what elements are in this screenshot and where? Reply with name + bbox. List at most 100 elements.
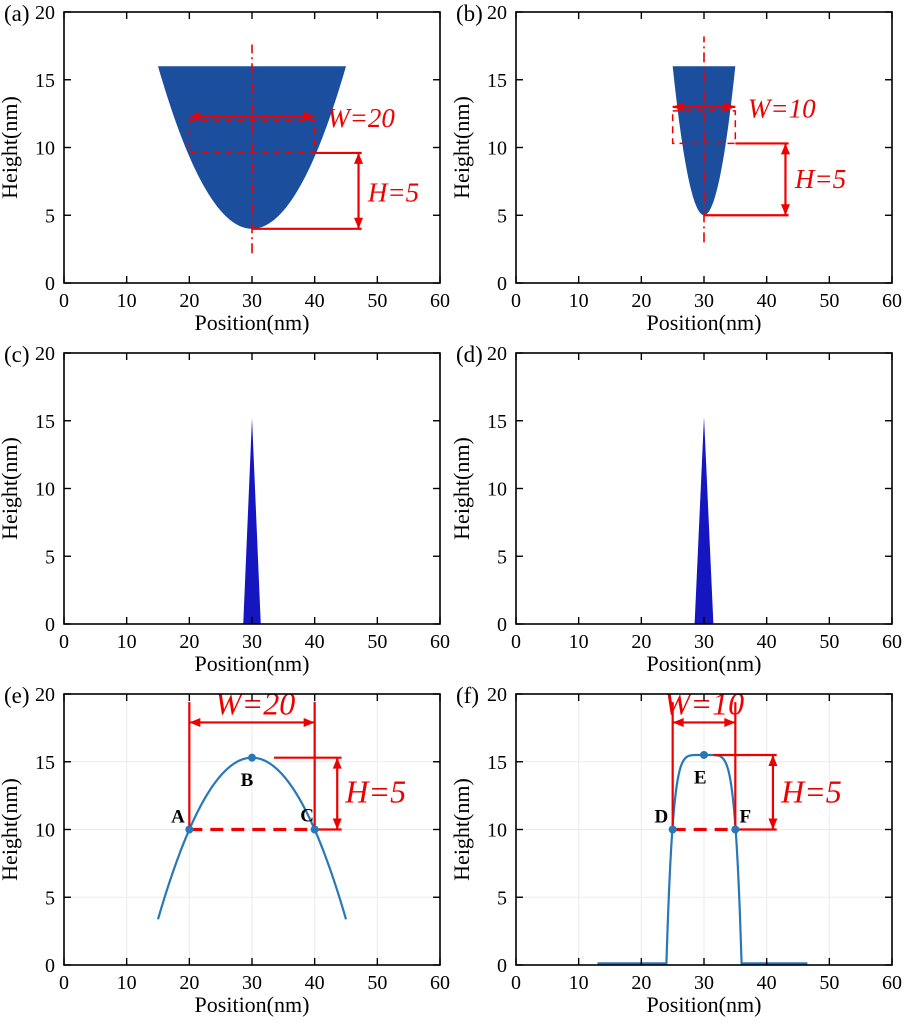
svg-text:H=5: H=5 (794, 164, 846, 194)
svg-text:20: 20 (487, 2, 507, 24)
svg-text:20: 20 (35, 343, 55, 365)
svg-text:20: 20 (179, 290, 199, 312)
svg-text:10: 10 (569, 972, 589, 994)
svg-text:30: 30 (242, 631, 262, 653)
svg-text:Height(nm): Height(nm) (0, 96, 22, 199)
svg-text:60: 60 (882, 290, 902, 312)
svg-text:15: 15 (487, 752, 507, 774)
svg-text:50: 50 (367, 631, 387, 653)
svg-text:60: 60 (430, 631, 450, 653)
svg-text:H=5: H=5 (344, 773, 406, 809)
svg-text:Position(nm): Position(nm) (195, 992, 310, 1017)
svg-text:H=5: H=5 (780, 773, 842, 809)
svg-text:C: C (300, 805, 314, 826)
svg-text:20: 20 (631, 972, 651, 994)
panel-d: (d) 0 10 20 30 40 50 60 0 5 10 15 20 Position(nm) Hei… (452, 341, 904, 682)
svg-text:E: E (694, 767, 707, 788)
panel-label-e: (e) (4, 683, 30, 708)
panel-label-d: (d) (456, 342, 483, 367)
svg-text:5: 5 (497, 887, 507, 909)
svg-text:0: 0 (511, 972, 521, 994)
svg-text:20: 20 (487, 343, 507, 365)
svg-text:20: 20 (179, 631, 199, 653)
panel-label-b: (b) (456, 1, 483, 26)
svg-text:0: 0 (511, 290, 521, 312)
svg-text:0: 0 (497, 955, 507, 977)
svg-text:20: 20 (487, 684, 507, 706)
svg-text:Height(nm): Height(nm) (452, 96, 474, 199)
svg-text:60: 60 (882, 631, 902, 653)
svg-text:10: 10 (487, 138, 507, 160)
svg-text:Position(nm): Position(nm) (647, 651, 762, 676)
svg-text:60: 60 (882, 972, 902, 994)
svg-text:20: 20 (35, 684, 55, 706)
svg-text:10: 10 (35, 479, 55, 501)
panel-label-a: (a) (4, 1, 30, 26)
svg-text:0: 0 (59, 972, 69, 994)
chart-b: W=10H=50 10 20 30 40 50 6005101520Position(nm)… (452, 2, 902, 335)
svg-text:H=5: H=5 (367, 178, 419, 208)
svg-text:30: 30 (694, 972, 714, 994)
svg-text:10: 10 (35, 138, 55, 160)
svg-text:10: 10 (117, 290, 137, 312)
svg-text:10: 10 (569, 631, 589, 653)
svg-text:20: 20 (631, 631, 651, 653)
svg-text:0: 0 (45, 955, 55, 977)
svg-text:0: 0 (59, 290, 69, 312)
svg-text:50: 50 (819, 631, 839, 653)
svg-text:50: 50 (819, 290, 839, 312)
svg-text:40: 40 (757, 972, 777, 994)
svg-text:10: 10 (569, 290, 589, 312)
svg-text:40: 40 (757, 290, 777, 312)
panel-a: (a) W=20 H=5 0 10 20 30 40 50 60 0 5 10 15 20 Position… (0, 0, 452, 341)
svg-text:40: 40 (305, 290, 325, 312)
svg-text:Position(nm): Position(nm) (195, 651, 310, 676)
panel-b: (b) W=10 H=5 0 10 20 30 40 50 60 0 5 10 15 20 Position… (452, 0, 904, 341)
svg-text:15: 15 (35, 752, 55, 774)
svg-text:A: A (171, 807, 185, 828)
svg-text:20: 20 (35, 2, 55, 24)
svg-text:10: 10 (117, 631, 137, 653)
svg-text:40: 40 (305, 631, 325, 653)
svg-text:20: 20 (631, 290, 651, 312)
svg-text:10: 10 (487, 479, 507, 501)
svg-text:5: 5 (45, 205, 55, 227)
svg-text:0: 0 (45, 273, 55, 295)
svg-text:15: 15 (487, 411, 507, 433)
svg-text:20: 20 (179, 972, 199, 994)
svg-text:W=20: W=20 (327, 103, 395, 133)
svg-text:5: 5 (45, 546, 55, 568)
svg-text:60: 60 (430, 972, 450, 994)
svg-text:50: 50 (367, 972, 387, 994)
svg-text:30: 30 (242, 290, 262, 312)
svg-text:Height(nm): Height(nm) (452, 778, 474, 881)
svg-text:10: 10 (487, 820, 507, 842)
chart-c: 0 10 20 30 40 50 6005101520Position(nm)Height(… (0, 343, 450, 676)
svg-text:30: 30 (242, 972, 262, 994)
svg-text:Height(nm): Height(nm) (452, 437, 474, 540)
svg-text:40: 40 (305, 972, 325, 994)
svg-text:Height(nm): Height(nm) (0, 778, 22, 881)
svg-text:15: 15 (35, 70, 55, 92)
svg-text:50: 50 (819, 972, 839, 994)
svg-text:W=10: W=10 (664, 685, 744, 721)
svg-text:F: F (740, 807, 752, 828)
svg-text:15: 15 (35, 411, 55, 433)
svg-text:5: 5 (497, 546, 507, 568)
svg-text:60: 60 (430, 290, 450, 312)
chart-d: 0 10 20 30 40 50 6005101520Position(nm)Height(… (452, 343, 902, 676)
svg-text:0: 0 (497, 614, 507, 636)
panel-label-c: (c) (4, 342, 30, 367)
svg-text:Position(nm): Position(nm) (647, 992, 762, 1017)
panel-label-f: (f) (456, 683, 479, 708)
svg-text:Position(nm): Position(nm) (195, 310, 310, 335)
svg-text:0: 0 (497, 273, 507, 295)
svg-text:Position(nm): Position(nm) (647, 310, 762, 335)
svg-text:5: 5 (497, 205, 507, 227)
panel-f: (f) W=10 H=5 D E F 0 10 20 30 40 50 60 0 5 10 15 20 Posit… (452, 682, 904, 1023)
svg-text:W=20: W=20 (215, 685, 295, 721)
chart-a: W=20H=50 10 20 30 40 50 6005101520Position(nm)… (0, 2, 450, 335)
